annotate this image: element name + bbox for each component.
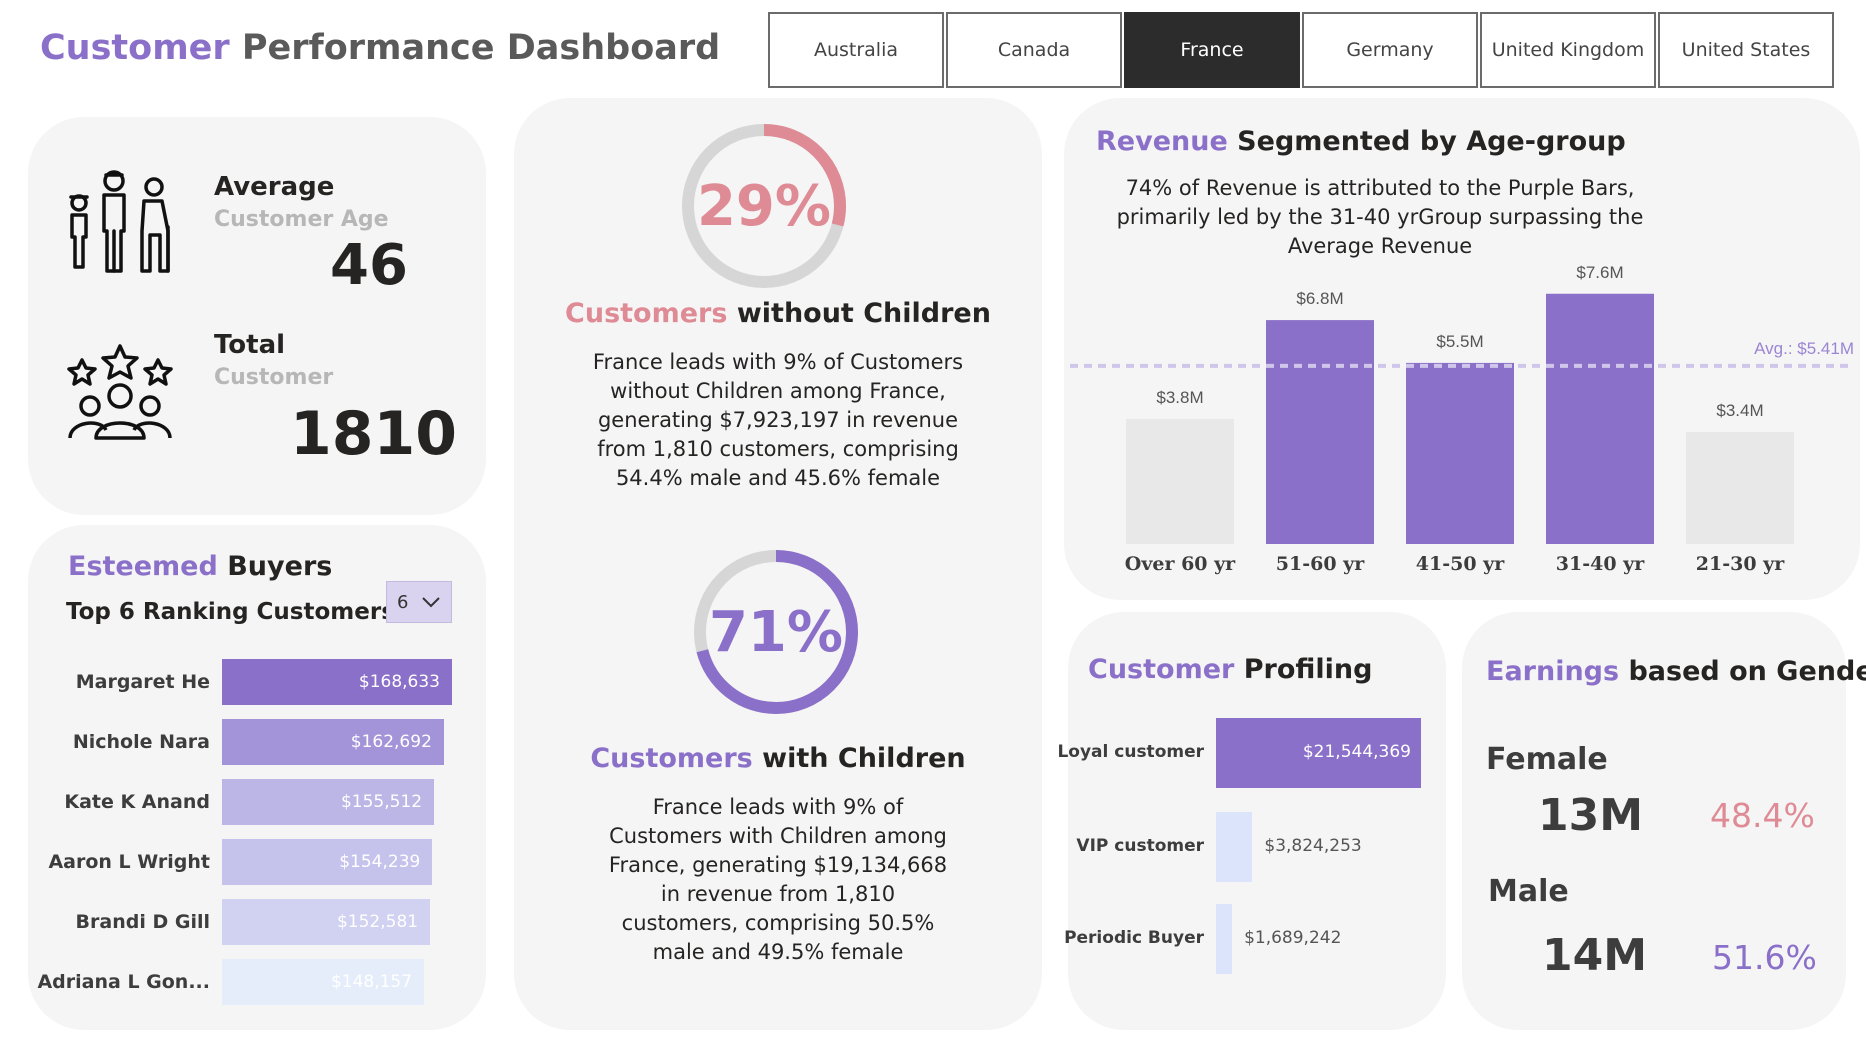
buyer-bar: $168,633 (222, 659, 452, 705)
without-children-title: Customers without Children (565, 298, 991, 329)
tab-germany[interactable]: Germany (1302, 12, 1478, 88)
kpi-card: Average Customer Age 46 Total Customer 1… (28, 117, 486, 515)
buyer-name: Brandi D Gill (75, 911, 210, 933)
top-n-dropdown[interactable]: 6 (386, 581, 452, 623)
without-children-donut: 29% (680, 122, 848, 294)
buyer-bar: $154,239 (222, 839, 433, 885)
profiling-card: Customer Profiling Loyal customer $21,544… (1057, 612, 1446, 1030)
profiling-value: $3,824,253 (1264, 836, 1362, 856)
revenue-bar-label: $3.8M (1156, 388, 1203, 407)
buyer-bar: $162,692 (222, 719, 444, 765)
revenue-card: Revenue Segmented by Age-group 74% of Re… (1064, 98, 1860, 600)
profiling-bar (1216, 812, 1253, 882)
revenue-category-label: 51-60 yr (1276, 553, 1365, 575)
revenue-bar (1126, 418, 1234, 544)
chevron-down-icon (422, 597, 440, 608)
revenue-bar-chart: $3.8M Over 60 yr $6.8M 51-60 yr $5.5M 41-50 y… (1070, 263, 1854, 575)
buyer-bar: $148,157 (222, 959, 425, 1005)
table-row: Kate K Anand $155,512 (64, 779, 435, 825)
profiling-value: $21,544,369 (1302, 742, 1411, 762)
revenue-bar (1266, 320, 1374, 544)
female-percent: 48.4% (1710, 796, 1815, 835)
buyers-title: Esteemed Buyers (68, 551, 333, 582)
tab-united-states[interactable]: United States (1658, 12, 1834, 88)
with-children-percent: 71% (708, 599, 844, 665)
revenue-title: Revenue Segmented by Age-group (1096, 126, 1626, 157)
tab-united-kingdom[interactable]: United Kingdom (1480, 12, 1656, 88)
female-value: 13M (1538, 790, 1644, 841)
tab-canada[interactable]: Canada (946, 12, 1122, 88)
revenue-bar-label: $6.8M (1296, 289, 1343, 308)
table-row: Adriana L Gon... $148,157 (37, 959, 425, 1005)
male-percent: 51.6% (1712, 938, 1817, 977)
page-title: Customer Performance Dashboard (40, 28, 720, 68)
revenue-bar-label: $7.6M (1576, 263, 1623, 282)
profiling-bar (1216, 904, 1233, 974)
buyers-bar-chart: Margaret He $168,633 Nichole Nara $162,692 K… (37, 659, 452, 1009)
revenue-bar (1686, 432, 1794, 544)
revenue-description: 74% of Revenue is attributed to the Purp… (1116, 176, 1644, 258)
male-value: 14M (1542, 930, 1648, 981)
revenue-bar-label: $3.4M (1716, 401, 1763, 420)
revenue-category-label: 31-40 yr (1556, 553, 1645, 575)
revenue-category-label: Over 60 yr (1125, 553, 1236, 575)
children-card: 29% Customers without Children France le… (514, 98, 1042, 1030)
total-customer-heading: Total (214, 330, 286, 360)
table-row: Margaret He $168,633 (76, 659, 452, 705)
buyer-name: Kate K Anand (64, 791, 210, 813)
table-row: Brandi D Gill $152,581 (76, 899, 431, 945)
table-row: Aaron L Wright $154,239 (48, 839, 433, 885)
avg-age-heading: Average (214, 172, 335, 202)
with-children-title: Customers with Children (590, 743, 966, 774)
without-children-description: France leads with 9% of Customers withou… (592, 350, 964, 490)
top-n-dropdown-value: 6 (397, 591, 409, 613)
page-title-accent: Customer (40, 28, 230, 68)
page-title-rest: Performance Dashboard (229, 28, 721, 68)
avg-age-value: 46 (330, 233, 408, 298)
revenue-bar (1546, 293, 1654, 544)
profiling-label: Loyal customer (1057, 742, 1204, 762)
buyer-name: Adriana L Gon... (37, 971, 210, 993)
gender-card: Earnings based on Gender Female 13M 48.4… (1462, 612, 1866, 1030)
customers-stars-icon (64, 342, 176, 446)
revenue-bar (1406, 362, 1514, 544)
profiling-bar (1216, 718, 1421, 788)
without-children-percent: 29% (696, 173, 832, 239)
female-label: Female (1486, 742, 1608, 777)
with-children-description: France leads with 9% of Customers with C… (608, 795, 948, 964)
male-label: Male (1488, 874, 1569, 909)
profiling-value: $1,689,242 (1244, 928, 1342, 948)
revenue-bar-label: $5.5M (1436, 332, 1483, 351)
table-row: Nichole Nara $162,692 (73, 719, 444, 765)
buyer-bar: $152,581 (222, 899, 431, 945)
total-customer-value: 1810 (290, 399, 457, 469)
profiling-bar-chart: Loyal customer $21,544,369 VIP customer $3,… (1057, 718, 1426, 1008)
average-label: Avg.: $5.41M (1754, 339, 1854, 358)
tab-france[interactable]: France (1124, 12, 1300, 88)
family-icon (64, 167, 176, 281)
gender-title: Earnings based on Gender (1486, 656, 1866, 687)
buyer-name: Aaron L Wright (48, 851, 210, 873)
tab-australia[interactable]: Australia (768, 12, 944, 88)
profiling-label: Periodic Buyer (1064, 928, 1204, 948)
with-children-donut: 71% (692, 548, 860, 720)
country-slicer: Australia Canada France Germany United K… (768, 12, 1836, 88)
buyer-name: Margaret He (75, 671, 210, 693)
profiling-title: Customer Profiling (1088, 654, 1373, 685)
total-customer-sub: Customer (214, 365, 334, 390)
revenue-category-label: 21-30 yr (1696, 553, 1785, 575)
avg-age-sub: Customer Age (214, 207, 389, 232)
buyer-bar: $155,512 (222, 779, 435, 825)
revenue-category-label: 41-50 yr (1416, 553, 1505, 575)
esteemed-buyers-card: Esteemed Buyers Top 6 Ranking Customers … (28, 525, 486, 1030)
profiling-label: VIP customer (1076, 836, 1204, 856)
buyers-subtitle: Top 6 Ranking Customers (66, 599, 395, 625)
buyer-name: Nichole Nara (72, 731, 210, 753)
